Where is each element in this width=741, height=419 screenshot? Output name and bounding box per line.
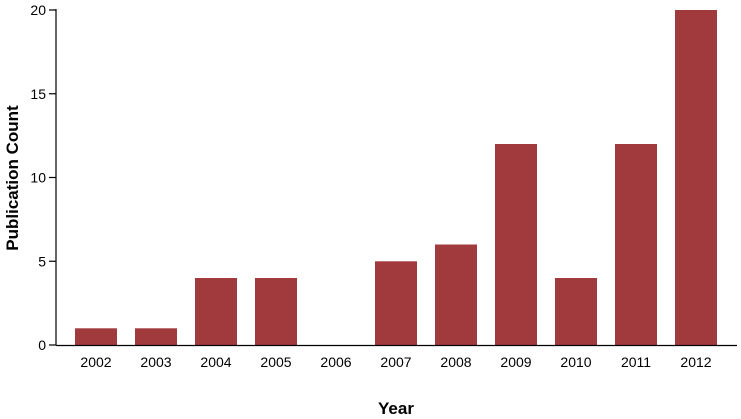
x-tick-label: 2008	[440, 354, 471, 370]
y-ticks-group: 0 5 10 15 20	[30, 2, 56, 353]
y-tick-label: 0	[38, 337, 46, 353]
x-tick-label: 2002	[80, 354, 111, 370]
bar-2010	[555, 278, 597, 345]
x-tick-label: 2007	[380, 354, 411, 370]
bar-2012	[675, 10, 717, 345]
x-tick-label: 2010	[560, 354, 591, 370]
bars-group	[75, 10, 717, 346]
bar-2003	[135, 328, 177, 346]
bar-2005	[255, 278, 297, 345]
y-axis-title: Publication Count	[3, 105, 22, 251]
bar-2008	[435, 244, 477, 345]
x-tick-label: 2003	[140, 354, 171, 370]
y-tick-label: 15	[30, 86, 46, 102]
x-tick-label: 2006	[320, 354, 351, 370]
x-tick-label: 2004	[200, 354, 231, 370]
y-tick-label: 20	[30, 2, 46, 18]
bar-2007	[375, 261, 417, 346]
x-tick-label: 2005	[260, 354, 291, 370]
x-axis-title: Year	[378, 399, 414, 418]
bar-2004	[195, 278, 237, 345]
bar-2011	[615, 144, 657, 345]
bar-2009	[495, 144, 537, 345]
y-tick-label: 10	[30, 170, 46, 186]
y-tick-label: 5	[38, 253, 46, 269]
x-tick-label: 2009	[500, 354, 531, 370]
x-ticks-group: 2002 2003 2004 2005 2006 2007 2008 2009 2010 2011…	[80, 354, 711, 370]
x-tick-label: 2011	[621, 354, 651, 370]
x-tick-label: 2012	[680, 354, 711, 370]
bar-2002	[75, 328, 117, 346]
